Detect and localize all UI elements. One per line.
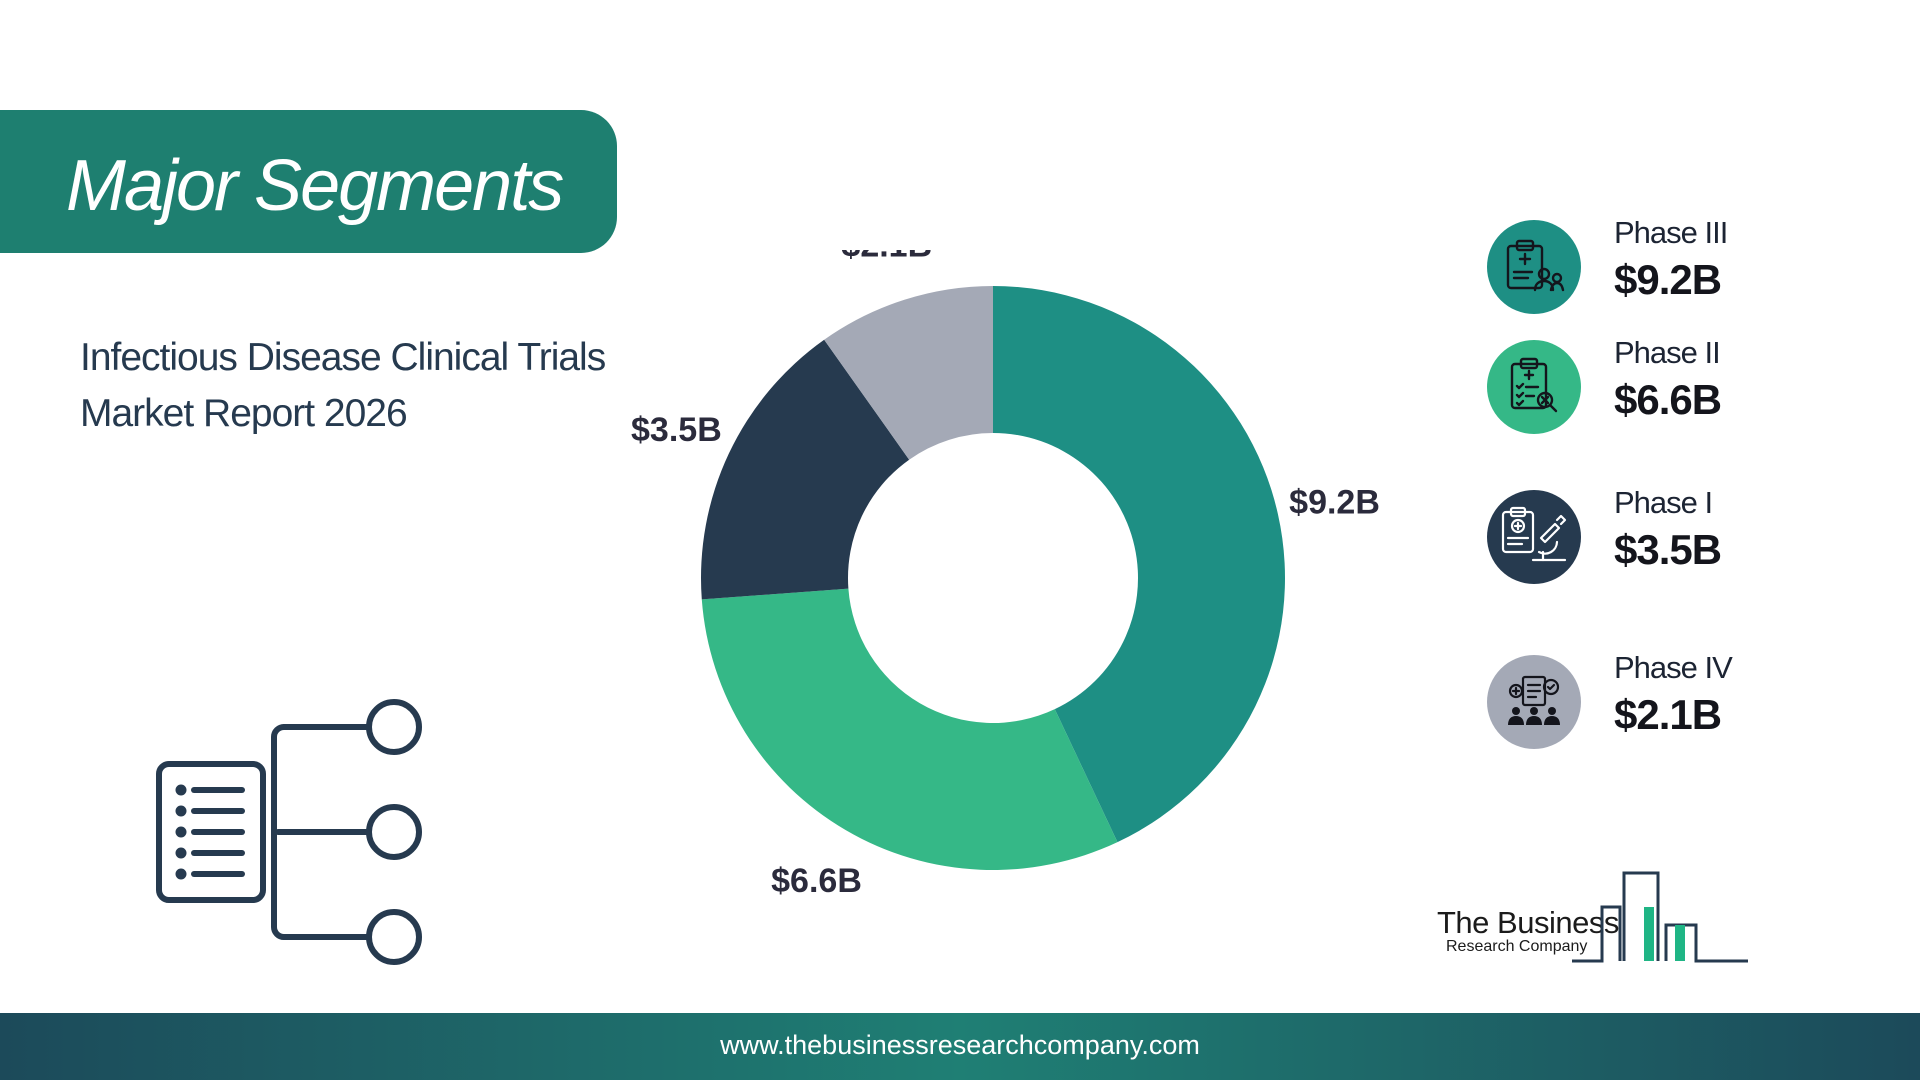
legend-value: $9.2B xyxy=(1614,256,1722,303)
participants-review-icon xyxy=(1487,655,1581,749)
logo-buildings-icon xyxy=(1572,871,1748,963)
report-title-line-1: Infectious Disease Clinical Trials xyxy=(80,336,606,379)
legend-label: Phase I xyxy=(1614,485,1713,520)
donut-data-label: $9.2B xyxy=(1289,484,1380,522)
title-banner: Major Segments xyxy=(0,110,617,253)
company-logo: The Business Research Company xyxy=(1430,865,1750,965)
page-title: Major Segments xyxy=(66,146,564,226)
legend-item-phase-i: Phase I $3.5B xyxy=(1487,480,1907,590)
legend-item-phase-iii: Phase III $9.2B xyxy=(1487,210,1907,320)
report-title-line-2: Market Report 2026 xyxy=(80,392,408,435)
donut-data-label: $2.1B xyxy=(841,250,932,265)
donut-slice-phase-iv xyxy=(824,286,993,460)
donut-slices xyxy=(701,286,1285,871)
donut-slice-phase-i xyxy=(701,339,910,600)
legend-label: Phase III xyxy=(1614,215,1728,250)
logo-text-line-2: Research Company xyxy=(1446,938,1588,955)
legend-label: Phase IV xyxy=(1614,650,1733,685)
legend-value: $3.5B xyxy=(1614,526,1722,573)
footer-website-link[interactable]: www.thebusinessresearchcompany.com xyxy=(720,1030,1200,1060)
donut-slice-phase-iii xyxy=(993,286,1285,843)
legend-value: $6.6B xyxy=(1614,376,1722,423)
report-title: Infectious Disease Clinical Trials Marke… xyxy=(80,330,680,442)
legend-value: $2.1B xyxy=(1614,691,1722,738)
logo-text-line-1: The Business xyxy=(1437,905,1619,940)
microscope-report-icon xyxy=(1487,490,1581,584)
segments-tree-icon xyxy=(156,699,422,965)
donut-data-label: $3.5B xyxy=(631,411,722,449)
legend-item-phase-ii: Phase II $6.6B xyxy=(1487,330,1907,440)
donut-data-label: $6.6B xyxy=(771,862,862,900)
footer-bar: www.thebusinessresearchcompany.com xyxy=(0,1013,1920,1080)
donut-labels: $9.2B $6.6B $3.5B $2.1B xyxy=(631,250,1380,900)
checklist-search-icon xyxy=(1487,340,1581,434)
donut-chart: $9.2B $6.6B $3.5B $2.1B xyxy=(631,250,1380,900)
legend-label: Phase II xyxy=(1614,335,1721,370)
donut-slice-phase-ii xyxy=(701,588,1118,871)
legend-item-phase-iv: Phase IV $2.1B xyxy=(1487,645,1907,755)
clipboard-team-icon xyxy=(1487,220,1581,314)
